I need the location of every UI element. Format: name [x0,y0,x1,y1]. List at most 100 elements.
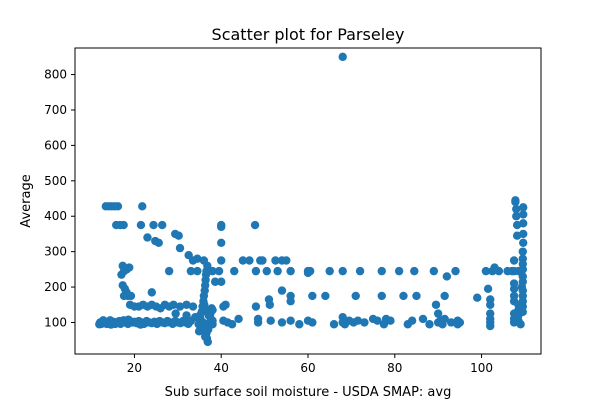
data-point [200,332,210,341]
data-point [113,202,123,211]
y-tick-label: 600 [44,138,67,152]
data-point [217,256,226,265]
data-point [277,286,287,295]
data-point [325,266,334,276]
data-point [321,291,330,301]
data-point [308,291,317,301]
data-point [258,256,267,265]
data-point [200,300,209,309]
chart-title: Scatter plot for Parseley [212,25,405,44]
data-point [305,266,315,276]
data-point [245,256,254,265]
data-point [373,316,382,325]
data-point [451,266,460,276]
data-point [138,202,147,211]
data-point [509,291,519,301]
data-point [262,266,271,276]
y-tick-label: 200 [44,280,67,294]
y-ticks: 100 200 300 400 500 600 700 800 [44,68,75,329]
data-point [251,266,261,276]
data-point [516,320,525,329]
y-tick-label: 500 [44,174,67,188]
data-point [208,305,217,315]
data-point [171,309,180,318]
data-point [360,318,369,327]
data-point [425,320,434,329]
data-point [182,311,191,320]
data-point [494,266,504,276]
data-point [143,233,152,242]
y-tick-label: 800 [44,68,67,82]
data-point [377,266,386,276]
data-point [440,291,449,301]
data-point [518,307,527,317]
data-point [329,320,339,329]
data-point [175,302,185,311]
data-point [512,212,521,221]
data-point [286,297,295,306]
data-point [266,316,275,325]
data-point [481,266,491,276]
data-point [182,300,191,309]
data-point [208,266,217,276]
x-ticks: 20 40 60 80 100 [127,354,493,375]
data-point [433,309,443,318]
data-point [338,266,347,276]
data-point [136,320,145,329]
data-point [193,254,202,263]
x-tick-label: 40 [214,361,229,375]
data-point [303,316,313,325]
data-point [286,316,295,325]
data-point [188,302,198,311]
points-layer [95,52,528,347]
data-point [440,314,449,324]
data-point [509,256,519,265]
data-point [407,316,417,325]
data-point [210,277,220,286]
data-point [193,266,202,276]
data-point [473,293,482,302]
data-point [519,203,528,212]
y-tick-label: 700 [44,103,67,117]
data-point [518,277,527,286]
data-point [295,320,304,329]
data-point [117,270,126,279]
data-point [377,291,386,301]
data-point [418,314,428,324]
x-axis-label: Sub surface soil moisture - USDA SMAP: a… [165,385,452,400]
data-point [238,256,248,265]
data-point [511,196,520,205]
data-point [227,320,237,329]
data-point [147,288,156,297]
data-point [518,247,527,256]
data-point [509,279,519,288]
data-point [217,222,226,232]
data-point [195,311,205,320]
data-point [221,300,230,309]
data-point [106,320,116,329]
data-point [217,277,226,286]
data-point [273,266,282,276]
data-point [154,238,163,247]
data-point [214,266,224,276]
data-point [338,52,347,62]
x-tick-label: 20 [127,361,142,375]
data-point [234,314,243,324]
data-point [519,229,528,239]
data-point [99,316,108,325]
data-point [265,300,275,309]
data-point [124,315,133,324]
data-point [282,256,291,265]
data-point [116,319,125,329]
data-point [512,204,521,214]
data-point [351,291,360,301]
data-point [412,291,421,301]
data-point [203,261,212,271]
data-point [410,266,419,276]
data-point [250,220,260,230]
data-point [518,265,527,274]
data-point [429,266,439,276]
data-point [251,302,261,311]
